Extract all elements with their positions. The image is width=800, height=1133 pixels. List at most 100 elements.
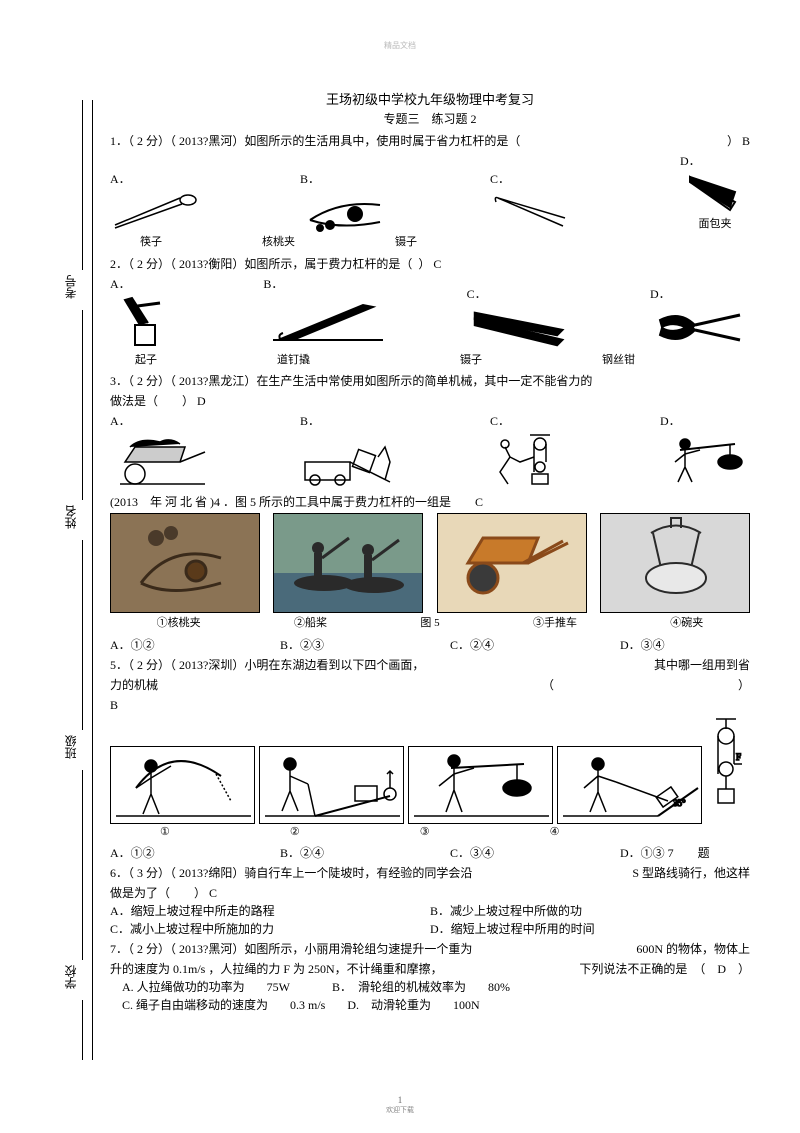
- q7-opt-b-b: 80%: [476, 978, 510, 996]
- q1-cap-c: 镊子: [395, 234, 417, 251]
- pliers-icon: [650, 305, 750, 350]
- doc-subtitle: 专题三 练习题 2: [110, 110, 750, 128]
- q4-images: [110, 513, 750, 613]
- q7-opt-a-b: 75W: [255, 978, 290, 996]
- q7-opt-d-b: 100N: [441, 996, 480, 1014]
- q4-cap-3: ③手推车: [533, 615, 577, 632]
- opt-label: D．: [650, 285, 671, 303]
- q4-cap-1: ①核桃夹: [157, 615, 201, 632]
- shoulder-pole-icon: [660, 432, 750, 487]
- q4-img-3: [437, 513, 587, 613]
- binding-line: [82, 540, 83, 730]
- opt-label: C．: [490, 412, 510, 430]
- q2-stem-a: 2．（ 2 分）（ 2013?衡阳）如图所示，属于费力杠杆的是（: [110, 255, 412, 273]
- q5-num-2: ②: [290, 824, 300, 841]
- q7-opt-c-b: 0.3 m/s: [278, 996, 325, 1014]
- q1-opt-b: B．: [300, 170, 390, 232]
- q6-opt-c: C．减小上坡过程中所施加的力: [110, 920, 430, 938]
- q7-line2: 升的速度为 0.1m/s ，人拉绳的力 F 为 250N，不计绳重和摩擦， 下列…: [110, 960, 750, 978]
- q7-line1-b: 600N 的物体，物体上: [636, 940, 750, 958]
- q7-opt-a-a: A. 人拉绳做功的功率为: [110, 978, 245, 996]
- q5-nums: ① ② ③ ④: [110, 824, 750, 841]
- binding-label-school: 学校: [62, 965, 102, 989]
- q2-cap-c: 镊子: [460, 352, 482, 369]
- q5-stem1: 5．（ 2 分）（ 2013?深圳）小明在东湖边看到以下四个画面， 其中哪一组用…: [110, 656, 750, 674]
- q2-captions: 起子 道钉撬 镊子 钢丝钳: [110, 352, 750, 369]
- q6-opt-b: B．减少上坡过程中所做的功: [430, 902, 750, 920]
- q5-img-1: [110, 746, 255, 824]
- q5-img-2: [259, 746, 404, 824]
- q1-captions: 筷子 核桃夹 镊子: [110, 234, 750, 251]
- q4-captions: ①核桃夹 ②船桨 图 5 ③手推车 ④碗夹: [110, 615, 750, 632]
- opt-label: D．: [680, 152, 701, 170]
- q4-ans-a: A．①②: [110, 636, 240, 654]
- q4-ans-c: C．②④: [450, 636, 580, 654]
- page: 精品文档 考号 姓名 班级 学校 王场初级中学校九年级物理中考复习 专题三 练习…: [0, 0, 800, 1133]
- opt-label: A．: [110, 275, 131, 293]
- q6-opt-d: D．缩短上坡过程中所用的时间: [430, 920, 750, 938]
- q2-cap-b: 道钉撬: [277, 352, 310, 369]
- opt-label: C．: [490, 170, 510, 188]
- q2-cap-d: 钢丝钳: [602, 352, 635, 369]
- binding-line: [82, 100, 83, 270]
- q1-opt-d: D． 面包夹: [680, 152, 750, 233]
- q2-cap-a: 起子: [135, 352, 157, 369]
- q6-line1: 6．（ 3 分）（ 2013?绵阳）骑自行车上一个陡坡时，有经验的同学会沿 S …: [110, 864, 750, 882]
- q2-opt-d: D．: [650, 285, 750, 350]
- q3-opt-d: D．: [660, 412, 750, 487]
- q2-opt-c: C．: [467, 285, 577, 350]
- q7-line1: 7．（ 2 分）（ 2013?黑河）如图所示，小丽用滑轮组匀速提升一个重为 60…: [110, 940, 750, 958]
- content: 王场初级中学校九年级物理中考复习 专题三 练习题 2 1．（ 2 分）（ 201…: [110, 90, 750, 1014]
- footer-text: 欢迎下载: [0, 1105, 800, 1115]
- q5-stem2: 力的机械 （ ）: [110, 676, 750, 694]
- q7-opts-row1: A. 人拉绳做功的功率为 75W B． 滑轮组的机械效率为 80%: [110, 978, 750, 996]
- binding-margin: 考号 姓名 班级 学校: [62, 100, 102, 1060]
- q6-opts-row1: A．缩短上坡过程中所走的路程 B．减少上坡过程中所做的功: [110, 902, 750, 920]
- binding-line: [82, 1000, 83, 1060]
- ramp-loading-icon: [300, 432, 400, 487]
- q4-img-1: [110, 513, 260, 613]
- opt-label: B．: [300, 412, 320, 430]
- q5-ans-letter: B: [110, 696, 750, 714]
- opt-label: C．: [467, 285, 487, 303]
- q5-pulley-side: F: [706, 714, 746, 824]
- q7-line2-b: 下列说法不正确的是 （ D ）: [579, 960, 750, 978]
- bread-tongs-icon: [680, 172, 750, 214]
- q5-num-3: ③: [420, 824, 430, 841]
- wheelbarrow-icon: [110, 432, 210, 487]
- doc-title: 王场初级中学校九年级物理中考复习: [110, 90, 750, 110]
- binding-outer-line: [92, 100, 93, 1060]
- tweezers-icon: [490, 190, 580, 232]
- watermark: 精品文档: [0, 40, 800, 51]
- q7-line1-a: 7．（ 2 分）（ 2013?黑河）如图所示，小丽用滑轮组匀速提升一个重为: [110, 940, 472, 958]
- tweezers2-icon: [467, 305, 577, 350]
- q4-stem: (2013 年 河 北 省 )4 ．图 5 所示的工具中属于费力杠杆的一组是 C: [110, 493, 750, 511]
- q6-opt-a: A．缩短上坡过程中所走的路程: [110, 902, 430, 920]
- q4-ans-d: D．③④: [620, 636, 750, 654]
- q1-opt-c: C．: [490, 170, 580, 232]
- q6-line1-b: S 型路线骑行，他这样: [632, 864, 750, 882]
- q5-ans-b: B．②④: [280, 844, 410, 862]
- binding-label-class: 班级: [62, 735, 102, 759]
- opt-label: B．: [263, 275, 283, 293]
- opt-label: B．: [300, 170, 320, 188]
- q4-img-2: [273, 513, 423, 613]
- q1-stem: 1．（ 2 分）（ 2013?黑河）如图所示的生活用具中，使用时属于省力杠杆的是…: [110, 132, 750, 150]
- q7-line2-a: 升的速度为 0.1m/s ，人拉绳的力 F 为 250N，不计绳重和摩擦，: [110, 960, 443, 978]
- q3-opt-a: A．: [110, 412, 210, 487]
- q7-opt-d-a: D. 动滑轮重为: [335, 996, 431, 1014]
- q1-cap-d: 面包夹: [699, 216, 732, 233]
- q4-figlabel: 图 5: [420, 615, 439, 632]
- q2-opt-b: B．: [263, 275, 393, 350]
- opt-label: D．: [660, 412, 681, 430]
- nutcracker-icon: [300, 190, 390, 232]
- q4-cap-2: ②船桨: [294, 615, 327, 632]
- q1-stem-a: 1．（ 2 分）（ 2013?黑河）如图所示的生活用具中，使用时属于省力杠杆的是…: [110, 132, 520, 150]
- chopsticks-icon: [110, 190, 200, 232]
- q5-stem-a: 5．（ 2 分）（ 2013?深圳）小明在东湖边看到以下四个画面，: [110, 656, 424, 674]
- q4-ans-b: B．②③: [280, 636, 410, 654]
- q5-ans-a: A．①②: [110, 844, 240, 862]
- opt-label: A．: [110, 412, 131, 430]
- q2-stem-b: ） C: [418, 255, 441, 273]
- q1-cap-b: 核桃夹: [262, 234, 295, 251]
